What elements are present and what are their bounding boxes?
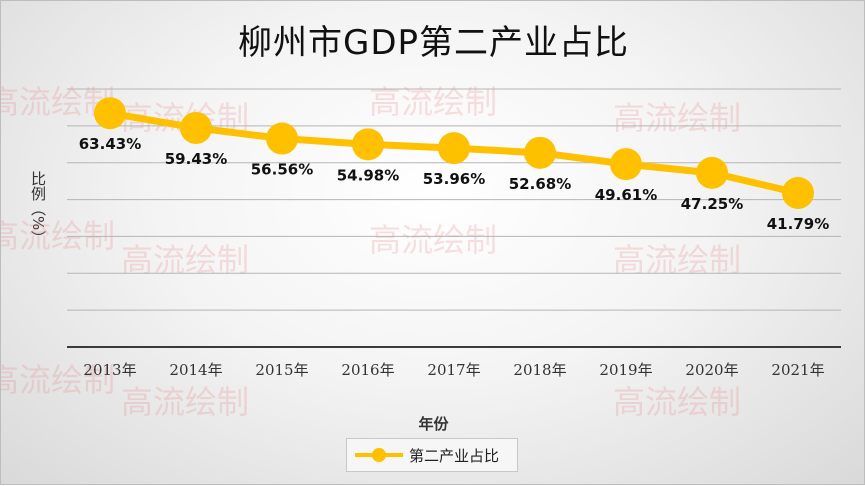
data-point <box>180 111 212 144</box>
watermark-text: 高流绘制 <box>121 383 249 421</box>
data-label: 49.61% <box>595 186 657 204</box>
watermark-text: 高流绘制 <box>613 241 741 279</box>
data-point <box>94 97 126 130</box>
watermark-text: 高流绘制 <box>613 383 741 421</box>
watermark-text: 高流绘制 <box>1 361 115 399</box>
data-label: 41.79% <box>767 215 829 233</box>
data-point <box>782 176 814 209</box>
data-label: 47.25% <box>681 195 743 213</box>
legend-marker <box>355 445 403 465</box>
data-point <box>438 132 470 165</box>
x-tick-label: 2013年 <box>83 361 136 379</box>
x-tick-labels: 2013年 2014年 2015年 2016年 2017年 2018年 2019年 2020年… <box>83 361 824 379</box>
x-tick-label: 2018年 <box>513 361 566 379</box>
data-label: 54.98% <box>337 166 399 184</box>
x-axis-title: 年份 <box>418 415 449 433</box>
watermark-text: 高流绘制 <box>369 221 497 259</box>
x-tick-label: 2016年 <box>341 361 394 379</box>
x-tick-label: 2021年 <box>771 361 824 379</box>
legend-series-name: 第二产业占比 <box>409 446 500 465</box>
x-tick-label: 2017年 <box>427 361 480 379</box>
data-point <box>266 122 298 155</box>
data-point <box>696 156 728 189</box>
legend: 第二产业占比 <box>346 438 518 472</box>
data-label: 59.43% <box>165 150 227 168</box>
watermark-text: 高流绘制 <box>121 241 249 279</box>
x-tick-label: 2020年 <box>685 361 738 379</box>
x-tick-label: 2019年 <box>599 361 652 379</box>
data-point <box>524 136 556 169</box>
data-points <box>94 97 814 209</box>
x-tick-label: 2014年 <box>169 361 222 379</box>
data-point <box>610 148 642 181</box>
data-label: 63.43% <box>79 135 141 153</box>
watermark-text: 高流绘制 <box>613 99 741 137</box>
data-point <box>352 128 384 161</box>
data-label: 52.68% <box>509 175 571 193</box>
data-label: 56.56% <box>251 161 313 179</box>
data-label: 53.96% <box>423 170 485 188</box>
x-tick-label: 2015年 <box>255 361 308 379</box>
y-axis-label: 比例（%） <box>29 171 47 246</box>
data-labels: 63.43% 59.43% 56.56% 54.98% 53.96% 52.68% 49.6… <box>79 135 829 233</box>
chart-title: 柳州市GDP第二产业占比 <box>237 23 630 63</box>
